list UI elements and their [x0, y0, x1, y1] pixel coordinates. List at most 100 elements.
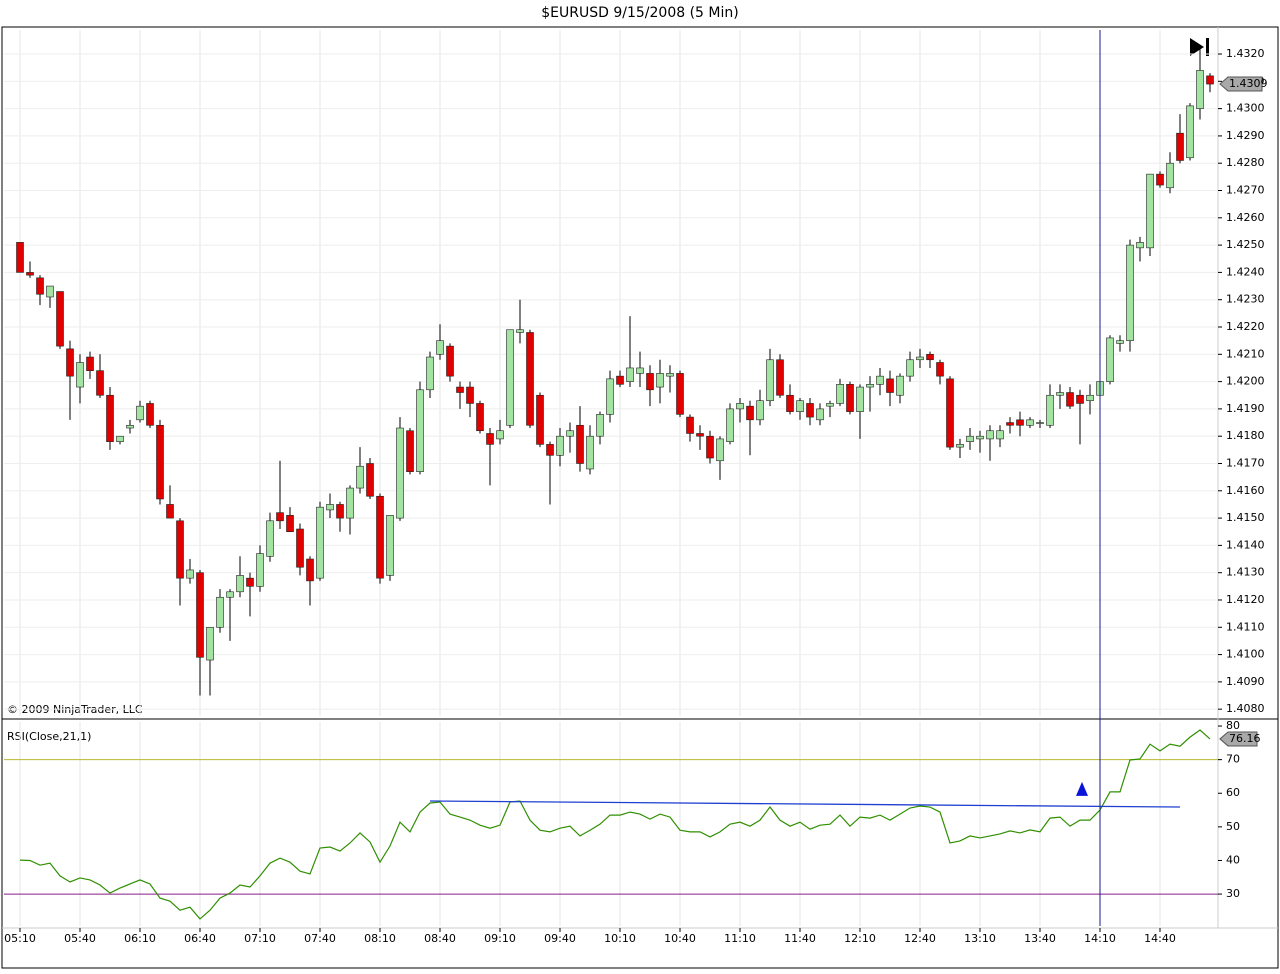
candle-body — [416, 389, 424, 472]
rsi-line — [19, 729, 1211, 920]
candle-body — [1116, 340, 1124, 344]
candle-body — [726, 408, 734, 442]
candle-body — [1206, 75, 1214, 85]
candle-body — [846, 384, 854, 412]
candle-body — [166, 504, 174, 519]
last-price-badge — [1219, 76, 1263, 92]
x-tick-label: 11:10 — [724, 932, 756, 945]
candle-body — [566, 430, 574, 437]
y-tick-label: 1.4320 — [1226, 47, 1265, 60]
last-value-badge — [1219, 731, 1258, 747]
y-tick-label: 1.4130 — [1226, 566, 1265, 579]
candle-body — [766, 359, 774, 402]
candle-body — [486, 433, 494, 445]
candle-body — [676, 373, 684, 415]
candle-body — [916, 356, 924, 361]
x-tick-label: 14:10 — [1084, 932, 1116, 945]
candle-body — [446, 345, 454, 377]
candle-body — [836, 384, 844, 404]
candle-body — [1066, 392, 1074, 407]
candle-body — [196, 572, 204, 658]
candle-body — [186, 569, 194, 579]
candle-body — [776, 359, 784, 396]
candle-body — [126, 424, 134, 429]
candle-body — [176, 520, 184, 579]
candle-body — [506, 329, 514, 426]
candle-body — [156, 424, 164, 500]
candle-body — [1176, 132, 1184, 161]
candle-body — [316, 506, 324, 579]
candle-body — [786, 394, 794, 412]
candle-body — [796, 400, 804, 412]
chart-title: $EURUSD 9/15/2008 (5 Min) — [541, 5, 738, 21]
candle-body — [976, 435, 984, 440]
candle-body — [1186, 105, 1194, 159]
y-tick-label: 1.4220 — [1226, 320, 1265, 333]
x-tick-label: 09:40 — [544, 932, 576, 945]
candle-body — [306, 558, 314, 582]
x-tick-label: 12:10 — [844, 932, 876, 945]
candle-body — [826, 403, 834, 407]
candle-body — [1006, 422, 1014, 426]
candle-body — [866, 384, 874, 388]
y-tick-label: 1.4230 — [1226, 293, 1265, 306]
candle-body — [296, 528, 304, 568]
candle-body — [396, 427, 404, 519]
candle-body — [276, 512, 284, 522]
candle-body — [466, 386, 474, 404]
y-tick-label: 1.4290 — [1226, 129, 1265, 142]
x-tick-label: 05:40 — [64, 932, 96, 945]
candle-body — [1046, 394, 1054, 426]
candle-body — [716, 438, 724, 462]
candle-body — [1196, 70, 1204, 109]
candle-body — [326, 504, 334, 511]
candle-body — [456, 386, 464, 393]
candle-body — [646, 373, 654, 391]
candle-body — [686, 416, 694, 434]
y-tick-label: 1.4280 — [1226, 156, 1265, 169]
candle-body — [246, 577, 254, 587]
last-value-label: 76.16 — [1229, 732, 1261, 745]
x-tick-label: 10:40 — [664, 932, 696, 945]
candle-body — [996, 430, 1004, 440]
candle-body — [1126, 244, 1134, 341]
indicator-label: RSI(Close,21,1) — [7, 730, 91, 743]
candle-body — [106, 394, 114, 442]
candle-body — [1036, 422, 1044, 424]
x-tick-label: 07:10 — [244, 932, 276, 945]
candle-body — [1076, 394, 1084, 404]
candle-body — [56, 291, 64, 347]
candle-body — [436, 340, 444, 355]
y-tick-label: 1.4300 — [1226, 102, 1265, 115]
y-tick-label: 1.4260 — [1226, 211, 1265, 224]
frame — [1, 26, 1279, 969]
x-tick-label: 07:40 — [304, 932, 336, 945]
candle-body — [216, 596, 224, 628]
candle-body — [1086, 394, 1094, 402]
candle-body — [226, 591, 234, 598]
y-tick-label: 1.4110 — [1226, 620, 1265, 633]
candle-body — [956, 444, 964, 448]
candle-body — [666, 373, 674, 377]
candle-body — [76, 362, 84, 388]
candle-body — [206, 626, 214, 661]
y-tick-label: 50 — [1226, 820, 1240, 833]
y-tick-label: 1.4080 — [1226, 702, 1265, 715]
candle-body — [746, 405, 754, 421]
candle-body — [616, 375, 624, 385]
candle-body — [1146, 173, 1154, 249]
y-tick-label: 1.4150 — [1226, 511, 1265, 524]
candle-body — [536, 394, 544, 445]
y-tick-label: 1.4140 — [1226, 538, 1265, 551]
candle-body — [1016, 419, 1024, 426]
candle-body — [1136, 242, 1144, 249]
candle-body — [856, 386, 864, 412]
candle-body — [556, 435, 564, 456]
candle-body — [896, 375, 904, 396]
candle-body — [606, 378, 614, 415]
candle-body — [96, 370, 104, 396]
candle-body — [906, 359, 914, 377]
candle-body — [26, 272, 34, 276]
candle-body — [656, 373, 664, 388]
